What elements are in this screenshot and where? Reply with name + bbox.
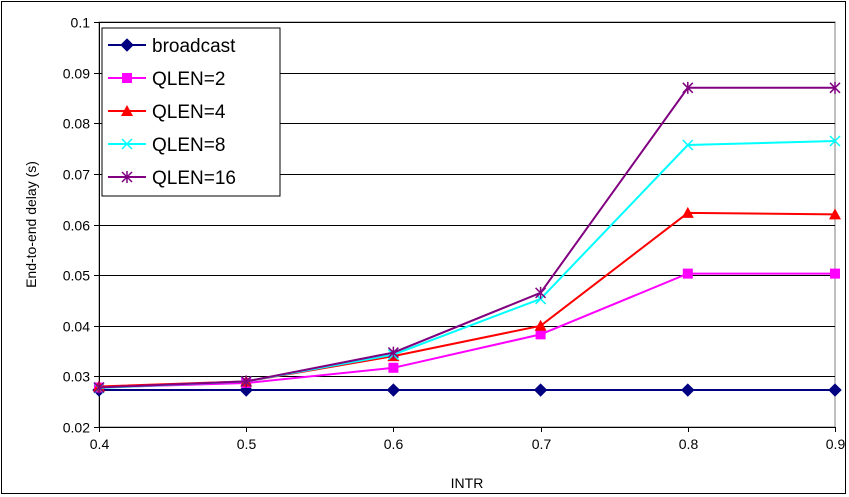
data-point: [533, 383, 548, 397]
legend-item: QLEN=8: [108, 135, 225, 156]
data-point: [829, 81, 841, 94]
series-line: [98, 272, 835, 389]
data-point: [388, 362, 399, 373]
x-tick-label: 0.6: [384, 436, 404, 452]
legend-item: broadcast: [108, 36, 236, 57]
legend-item: QLEN=2: [108, 69, 225, 90]
data-point: [830, 268, 840, 279]
x-tick-label: 0.7: [532, 436, 552, 452]
legend-item: QLEN=4: [108, 102, 226, 123]
y-tick-label: 0.02: [63, 420, 90, 436]
legend-marker: [121, 105, 133, 116]
data-point: [681, 206, 694, 218]
data-point: [682, 139, 694, 151]
data-point: [387, 346, 399, 359]
data-point: [535, 329, 546, 340]
legend-label: QLEN=4: [152, 102, 226, 123]
data-point: [386, 383, 401, 397]
legend-marker: [121, 138, 133, 150]
data-point: [534, 319, 547, 331]
legend-marker: [121, 171, 133, 183]
data-point: [829, 135, 841, 147]
data-point: [535, 286, 547, 299]
y-tick-label: 0.06: [63, 218, 90, 234]
data-point: [682, 81, 694, 94]
data-point: [682, 268, 693, 279]
x-axis-title: INTR: [451, 475, 484, 491]
legend-marker: [120, 38, 134, 52]
data-point: [829, 208, 841, 220]
x-tick-label: 0.4: [90, 436, 110, 452]
legend-label: QLEN=16: [152, 168, 236, 189]
legend-label: broadcast: [152, 36, 236, 57]
y-tick-label: 0.07: [63, 167, 90, 183]
data-point: [681, 383, 695, 397]
x-tick-label: 0.8: [679, 436, 699, 452]
y-tick-label: 0.04: [63, 319, 90, 335]
y-tick-label: 0.05: [63, 268, 90, 284]
legend: broadcast QLEN=2 QLEN=4 QLEN=8 QLEN=16: [101, 27, 281, 197]
x-tick-label: 0.9: [826, 436, 846, 452]
legend-item: QLEN=16: [108, 168, 236, 189]
data-point: [240, 375, 252, 388]
x-tick-label: 0.5: [237, 436, 257, 452]
series-line: [98, 86, 835, 389]
legend-label: QLEN=8: [152, 135, 225, 156]
y-tick-label: 0.08: [63, 116, 90, 132]
data-point: [93, 381, 105, 394]
legend-marker: [122, 73, 132, 83]
data-point: [828, 383, 842, 397]
series-qlen-16: [93, 81, 841, 394]
y-tick-label: 0.09: [63, 66, 90, 82]
y-axis-title: End-to-end delay (s): [23, 161, 39, 288]
legend-label: QLEN=2: [152, 69, 225, 90]
y-tick-label: 0.03: [63, 369, 90, 385]
y-tick-label: 0.1: [71, 15, 91, 31]
